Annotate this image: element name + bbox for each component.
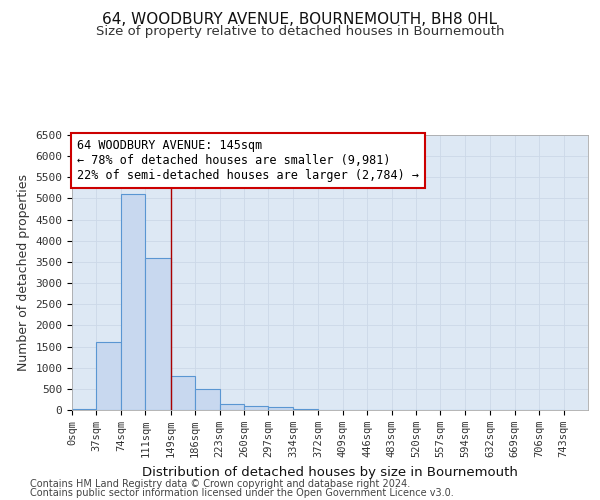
Bar	[72, 408, 97, 410]
Text: 64 WOODBURY AVENUE: 145sqm
← 78% of detached houses are smaller (9,981)
22% of s: 64 WOODBURY AVENUE: 145sqm ← 78% of deta…	[77, 139, 419, 182]
Bar	[244, 406, 268, 410]
Text: Contains public sector information licensed under the Open Government Licence v3: Contains public sector information licen…	[30, 488, 454, 498]
Bar	[145, 258, 170, 410]
Text: Size of property relative to detached houses in Bournemouth: Size of property relative to detached ho…	[96, 25, 504, 38]
Bar	[195, 389, 220, 410]
Bar	[97, 342, 121, 410]
Bar	[220, 404, 244, 410]
Bar	[293, 409, 318, 410]
Bar	[268, 408, 293, 410]
Text: 64, WOODBURY AVENUE, BOURNEMOUTH, BH8 0HL: 64, WOODBURY AVENUE, BOURNEMOUTH, BH8 0H…	[103, 12, 497, 28]
X-axis label: Distribution of detached houses by size in Bournemouth: Distribution of detached houses by size …	[142, 466, 518, 478]
Y-axis label: Number of detached properties: Number of detached properties	[17, 174, 30, 371]
Text: Contains HM Land Registry data © Crown copyright and database right 2024.: Contains HM Land Registry data © Crown c…	[30, 479, 410, 489]
Bar	[170, 376, 195, 410]
Bar	[121, 194, 145, 410]
